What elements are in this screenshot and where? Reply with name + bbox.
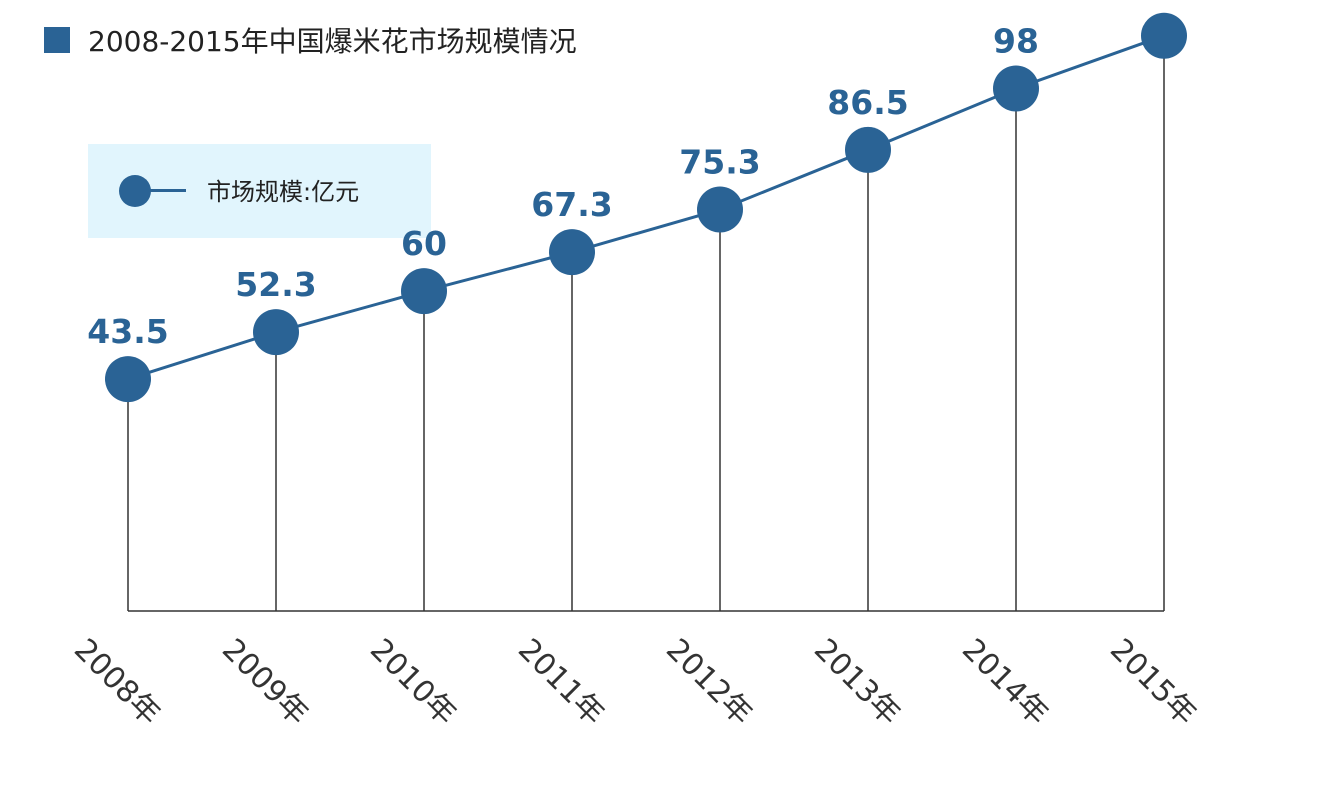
data-point [105, 356, 151, 403]
data-label: 52.3 [235, 265, 316, 304]
data-label: 107.9 [1112, 0, 1216, 8]
chart-title-row: 2008-2015年中国爆米花市场规模情况 [44, 20, 577, 60]
x-tick-label: 2014年 [955, 632, 1055, 732]
data-point [993, 65, 1039, 112]
data-label: 67.3 [531, 185, 612, 224]
title-square-icon [44, 27, 70, 53]
x-tick-label: 2013年 [807, 632, 907, 732]
data-label: 75.3 [679, 143, 760, 182]
data-label: 60 [401, 224, 447, 263]
x-tick-label: 2015年 [1103, 632, 1203, 732]
chart-title: 2008-2015年中国爆米花市场规模情况 [88, 25, 577, 58]
legend-marker-icon [119, 175, 151, 207]
data-label: 86.5 [827, 83, 908, 122]
data-point [401, 268, 447, 315]
data-label: 43.5 [87, 312, 168, 351]
legend-label: 市场规模:亿元 [207, 178, 360, 206]
legend-line-icon [120, 189, 186, 192]
x-tick-label: 2010年 [363, 632, 463, 732]
x-tick-label: 2008年 [67, 632, 167, 732]
legend: 市场规模:亿元 [88, 144, 431, 238]
data-label: 98 [993, 22, 1039, 61]
series-line [127, 34, 1165, 381]
data-point [549, 229, 595, 276]
data-point [1141, 12, 1187, 59]
data-point [845, 126, 891, 173]
x-tick-label: 2011年 [511, 632, 611, 732]
x-tick-label: 2012年 [659, 632, 759, 732]
x-tick-label: 2009年 [215, 632, 315, 732]
data-point [697, 186, 743, 233]
data-point [253, 309, 299, 356]
